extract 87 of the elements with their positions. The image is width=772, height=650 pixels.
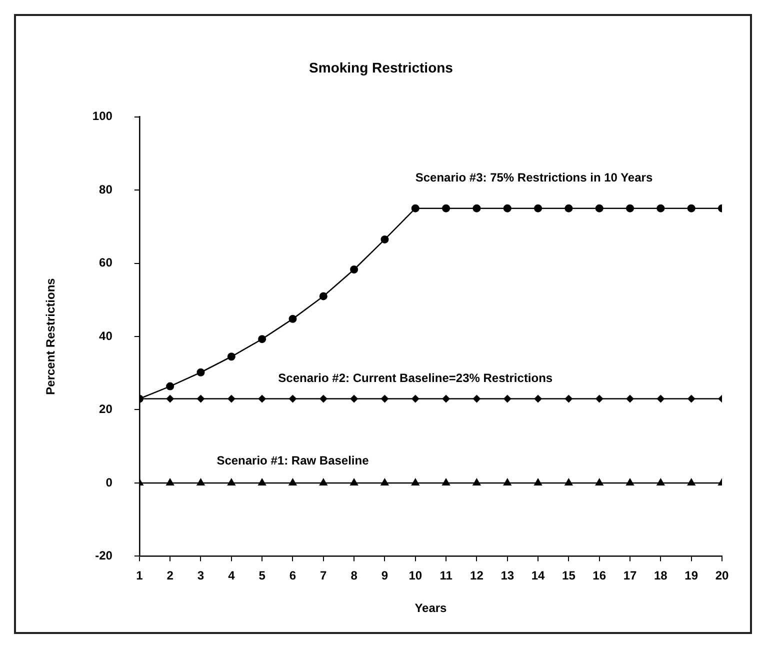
point xyxy=(350,478,358,486)
point xyxy=(503,394,512,403)
series-label: Scenario #1: Raw Baseline xyxy=(216,453,370,468)
point xyxy=(411,394,420,403)
x-tick-label: 9 xyxy=(381,568,388,583)
x-tick-label: 19 xyxy=(684,568,698,583)
series-label: Scenario #3: 75% Restrictions in 10 Years xyxy=(415,170,653,185)
point xyxy=(258,394,266,403)
point xyxy=(411,204,420,212)
y-axis-title: Percent Restrictions xyxy=(44,278,58,395)
x-axis-title: Years xyxy=(414,601,448,616)
x-tick-label: 15 xyxy=(562,568,576,583)
point xyxy=(227,478,236,486)
point xyxy=(687,394,696,403)
point xyxy=(595,204,604,212)
x-tick-label: 5 xyxy=(258,568,266,583)
point xyxy=(288,394,297,403)
y-tick-label: 80 xyxy=(99,182,113,196)
x-tick-label: 4 xyxy=(228,568,236,583)
point xyxy=(687,478,696,486)
point xyxy=(503,478,512,486)
point xyxy=(350,265,358,274)
point xyxy=(227,394,236,403)
x-tick-label: 17 xyxy=(623,568,638,583)
point xyxy=(442,478,450,486)
point xyxy=(411,478,420,486)
y-tick-label: -20 xyxy=(95,548,113,563)
x-tick-label: 10 xyxy=(408,568,422,583)
point xyxy=(656,478,666,486)
point xyxy=(227,352,236,361)
chart-title: Smoking Restrictions xyxy=(309,59,454,76)
point xyxy=(258,478,266,486)
point xyxy=(380,394,389,403)
point xyxy=(288,478,298,486)
series-label: Scenario #2: Current Baseline=23% Restrictions xyxy=(278,371,553,386)
x-tick-label: 20 xyxy=(715,568,729,583)
point xyxy=(319,478,328,486)
point xyxy=(196,394,205,403)
x-tick-label: 12 xyxy=(470,568,484,583)
point xyxy=(380,478,390,486)
y-tick-label: 40 xyxy=(99,328,113,343)
point xyxy=(595,478,604,486)
point xyxy=(196,368,205,376)
x-tick-label: 13 xyxy=(500,568,514,583)
point xyxy=(258,335,266,344)
point xyxy=(319,292,328,300)
x-tick-label: 18 xyxy=(654,568,668,583)
y-tick-label: 0 xyxy=(106,475,113,490)
point xyxy=(350,394,358,403)
point xyxy=(534,478,542,486)
x-tick-label: 11 xyxy=(440,568,453,583)
y-tick-label: 100 xyxy=(92,109,113,124)
point xyxy=(687,204,696,212)
point xyxy=(319,394,328,403)
point xyxy=(656,394,665,403)
point xyxy=(656,204,665,212)
x-tick-label: 1 xyxy=(136,568,144,583)
point xyxy=(196,478,206,486)
point xyxy=(626,204,634,212)
point xyxy=(503,204,512,212)
point xyxy=(166,394,174,403)
y-tick-label: 20 xyxy=(99,402,113,416)
point xyxy=(288,314,297,323)
x-tick-label: 3 xyxy=(197,568,204,583)
point xyxy=(472,478,482,486)
point xyxy=(534,204,542,212)
x-tick-label: 16 xyxy=(592,568,606,583)
point xyxy=(626,394,634,403)
point xyxy=(534,394,542,403)
x-tick-label: 2 xyxy=(166,568,174,583)
point xyxy=(380,235,389,244)
point xyxy=(472,394,481,403)
point xyxy=(564,478,574,486)
point xyxy=(166,478,174,486)
point xyxy=(595,394,604,403)
x-tick-label: 7 xyxy=(320,568,328,583)
y-tick-label: 60 xyxy=(99,256,113,270)
point xyxy=(564,204,573,212)
point xyxy=(564,394,573,403)
x-tick-label: 14 xyxy=(531,568,546,583)
x-tick-label: 8 xyxy=(350,568,358,583)
point xyxy=(626,478,634,486)
point xyxy=(166,382,174,390)
point xyxy=(442,204,450,212)
x-tick-label: 6 xyxy=(289,568,296,583)
point xyxy=(472,204,481,212)
point xyxy=(442,394,450,403)
